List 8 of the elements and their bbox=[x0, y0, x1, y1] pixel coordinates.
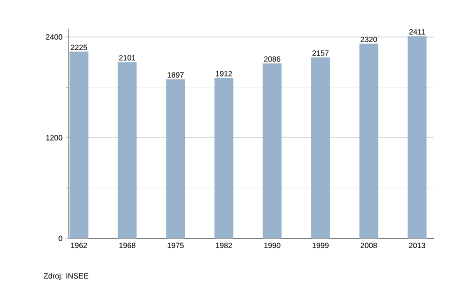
bar bbox=[408, 36, 427, 238]
bar bbox=[70, 52, 88, 238]
bar bbox=[214, 78, 234, 238]
bar bbox=[262, 63, 282, 238]
bar bbox=[359, 44, 378, 238]
bar bbox=[118, 62, 137, 238]
bar bbox=[311, 57, 330, 238]
bar bbox=[166, 79, 185, 238]
